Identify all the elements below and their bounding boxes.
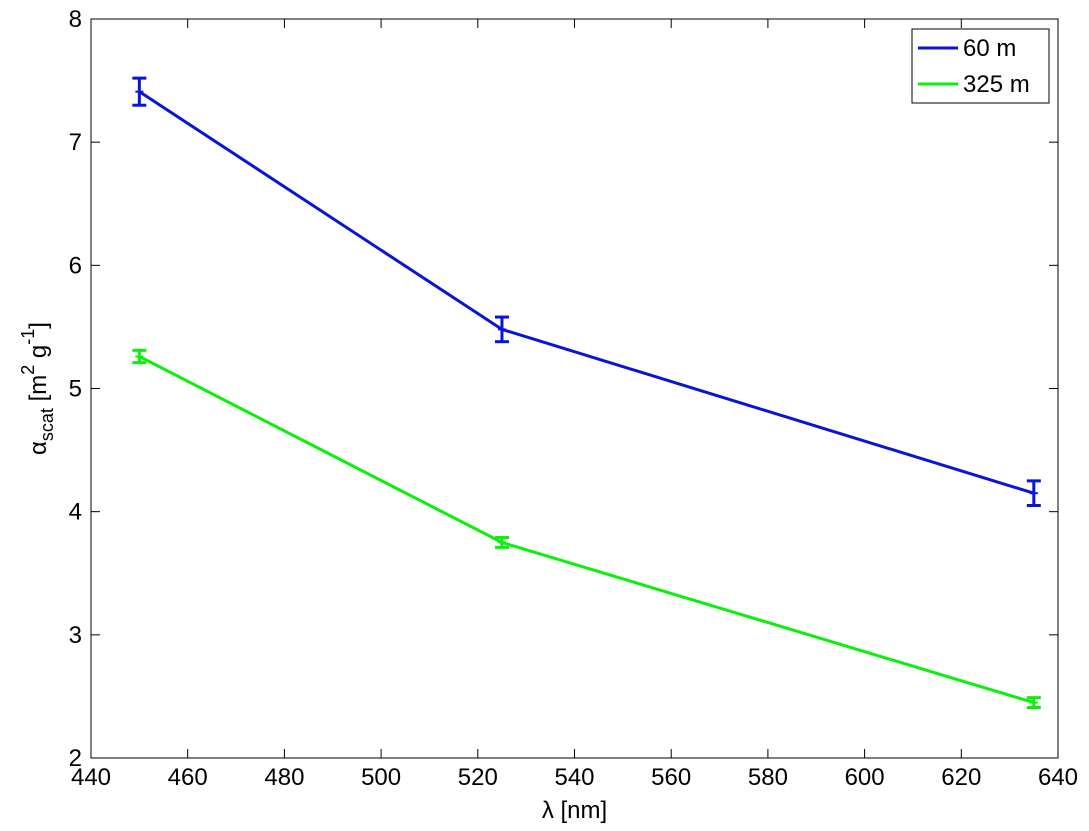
x-tick-label: 500: [361, 764, 401, 791]
x-tick-label: 540: [554, 764, 594, 791]
plot-frame: [90, 18, 1059, 759]
y-tick-label: 2: [69, 745, 82, 772]
axis-ticks: 440 460 480 500 520 540 560 580 600 620 640 2 3 4 5 6 7 8: [69, 6, 1078, 791]
y-label-units-mid: g: [25, 345, 52, 365]
legend: 60 m 325 m: [911, 28, 1050, 104]
series: [132, 76, 1041, 508]
y-label-symbol: α: [25, 441, 52, 455]
series-layer: [132, 76, 1041, 710]
legend-entry-label: 325 m: [963, 71, 1030, 98]
y-tick-label: 7: [69, 129, 82, 156]
x-tick-label: 520: [458, 764, 498, 791]
x-tick-label: 440: [71, 764, 111, 791]
y-label-sup2: -1: [18, 329, 38, 345]
x-tick-label: 620: [941, 764, 981, 791]
legend-entry-label: 60 m: [963, 35, 1016, 62]
y-label-units-close: ]: [25, 322, 52, 329]
y-tick-label: 5: [69, 376, 82, 403]
y-tick-label: 3: [69, 622, 82, 649]
y-tick-label: 4: [69, 499, 82, 526]
x-tick-label: 580: [748, 764, 788, 791]
y-tick-label: 6: [69, 252, 82, 279]
x-tick-label: 560: [651, 764, 691, 791]
x-tick-label: 600: [845, 764, 885, 791]
y-axis-label: αscat [m2 g-1]: [18, 322, 57, 455]
series: [132, 348, 1041, 710]
y-label-sup1: 2: [18, 365, 38, 375]
x-axis-label: λ [nm]: [542, 797, 607, 824]
x-tick-label: 460: [168, 764, 208, 791]
y-label-units-open: [m: [25, 375, 52, 408]
x-tick-label: 480: [264, 764, 304, 791]
series-line: [138, 355, 1035, 705]
y-label-subscript: scat: [37, 408, 57, 441]
series-line: [138, 90, 1035, 495]
legend-box: [911, 28, 1050, 104]
x-tick-label: 640: [1038, 764, 1078, 791]
y-tick-label: 8: [69, 6, 82, 33]
